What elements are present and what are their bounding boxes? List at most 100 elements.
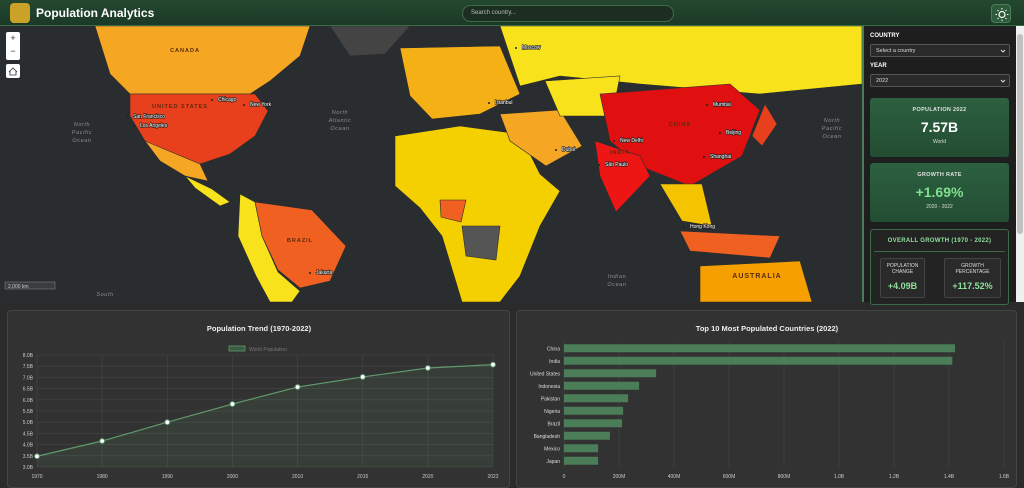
ocean-label: Ocean xyxy=(72,138,91,144)
x-tick-label: 2010 xyxy=(292,474,303,480)
card-subtitle: World xyxy=(933,139,946,145)
city-dot xyxy=(598,164,600,166)
legend-label: World Population xyxy=(249,347,287,353)
city-dot xyxy=(613,140,615,142)
ocean-label: Atlantic xyxy=(328,118,352,124)
logo xyxy=(10,3,30,23)
x-tick-label: 1.0B xyxy=(834,474,845,480)
x-tick-label: 2022 xyxy=(487,474,498,480)
y-tick-label: Pakistan xyxy=(541,396,560,402)
x-tick-label: 400M xyxy=(668,474,681,480)
y-tick-label: 5.0B xyxy=(23,420,34,426)
home-icon xyxy=(8,67,18,76)
stat-label: GROWTH PERCENTAGE xyxy=(955,263,990,275)
stat-label: POPULATION CHANGE xyxy=(886,263,919,275)
country-label: BRAZIL xyxy=(287,238,313,244)
point xyxy=(294,384,301,390)
card-value: 7.57B xyxy=(920,119,959,135)
year-select[interactable]: 2022 xyxy=(870,74,1010,87)
x-tick-label: 2020 xyxy=(422,474,433,480)
y-tick-label: 3.0B xyxy=(23,465,34,471)
bar-chart-panel: Top 10 Most Populated Countries (2022) 0 2… xyxy=(516,310,1017,488)
point xyxy=(359,374,366,380)
bar xyxy=(564,381,640,390)
point xyxy=(229,401,236,407)
y-tick-label: 6.5B xyxy=(23,387,34,393)
x-tick-label: 2000 xyxy=(227,474,238,480)
ocean-label: North xyxy=(74,122,90,128)
city-label: Shanghai xyxy=(710,154,731,160)
chart-title: Top 10 Most Populated Countries (2022) xyxy=(696,324,839,333)
countries xyxy=(94,26,862,302)
y-tick-label: Japan xyxy=(546,459,560,465)
y-tick-label: 7.5B xyxy=(23,364,34,370)
chevron xyxy=(1000,49,1006,53)
point xyxy=(34,453,40,460)
y-tick-label: United States xyxy=(530,371,561,377)
header: Population Analytics Search country... xyxy=(0,0,1024,26)
ocean-label: North xyxy=(824,118,840,124)
country-label: AUSTRALIA xyxy=(732,273,781,280)
city-label: Los Angeles xyxy=(140,123,168,129)
x-tick-label: 1.2B xyxy=(889,474,900,480)
city-label: New Delhi xyxy=(620,138,643,144)
country-label: CANADA xyxy=(170,48,200,54)
country-label: UNITED STATES xyxy=(152,104,208,110)
select-text: 2022 xyxy=(876,78,889,84)
country-label: CHINA xyxy=(669,122,691,128)
city-label: Dubai xyxy=(562,147,575,153)
point xyxy=(99,438,106,444)
area xyxy=(37,364,493,467)
home-button[interactable] xyxy=(6,64,20,78)
x-tick-label: 1.4B xyxy=(944,474,955,480)
city-dot xyxy=(133,125,135,127)
point xyxy=(424,365,431,371)
card-subtitle: 2020 - 2022 xyxy=(926,204,953,210)
bar xyxy=(564,344,956,353)
bar xyxy=(564,456,599,465)
city-dot xyxy=(683,226,685,228)
stat-value: +117.52% xyxy=(952,281,993,291)
city-dot xyxy=(706,104,708,106)
card-title: POPULATION 2022 xyxy=(912,107,967,113)
theme-toggle[interactable] xyxy=(991,4,1011,23)
stat-value: +4.09B xyxy=(887,281,918,291)
y-tick-label: 7.0B xyxy=(23,375,34,381)
y-tick-label: 4.0B xyxy=(23,443,34,449)
y-tick-label: India xyxy=(549,359,560,365)
x-tick-label: 1970 xyxy=(31,474,42,480)
map-controls xyxy=(6,32,20,78)
country-select[interactable]: Select a country xyxy=(870,44,1010,57)
point xyxy=(164,419,171,426)
x-tick-label: 600M xyxy=(723,474,736,480)
y-tick-label: Bangladesh xyxy=(534,434,561,440)
city-dot xyxy=(488,102,490,104)
point xyxy=(490,361,496,368)
bar xyxy=(564,406,624,415)
zoom-button[interactable]: − xyxy=(10,46,15,56)
search-input[interactable]: Search country... xyxy=(462,5,674,22)
city-dot xyxy=(703,156,705,158)
bar xyxy=(564,369,657,378)
bar xyxy=(564,394,629,403)
y-tick-label: Mexico xyxy=(544,446,560,452)
scrollbar[interactable] xyxy=(1016,26,1024,302)
y-tick-label: Brazil xyxy=(547,421,560,427)
stat-box: GROWTH PERCENTAGE +117.52% xyxy=(944,258,1001,298)
y-tick-label: 4.5B xyxy=(23,431,34,437)
card-title: OVERALL GROWTH (1970 - 2022) xyxy=(887,238,992,244)
y-tick-label: 3.5B xyxy=(23,454,34,460)
growth-card: GROWTH RATE +1.69% 2020 - 2022 xyxy=(870,163,1009,222)
y-tick-label: Nigeria xyxy=(544,409,560,415)
ocean-label: Indian xyxy=(608,274,627,280)
select-text: Select a country xyxy=(876,48,916,54)
zoom-button[interactable]: + xyxy=(10,33,15,43)
city-label: Hong Kong xyxy=(690,224,715,230)
city-dot xyxy=(719,132,721,134)
city-label: Beijing xyxy=(726,130,741,136)
world-map[interactable]: + − CANADA UNITED STATES CHINA BRAZIL AUSTRALI… xyxy=(0,26,862,302)
country-label: COUNTRY xyxy=(870,33,900,39)
stat-box: POPULATION CHANGE +4.09B xyxy=(880,258,925,298)
chevron xyxy=(1000,79,1006,83)
